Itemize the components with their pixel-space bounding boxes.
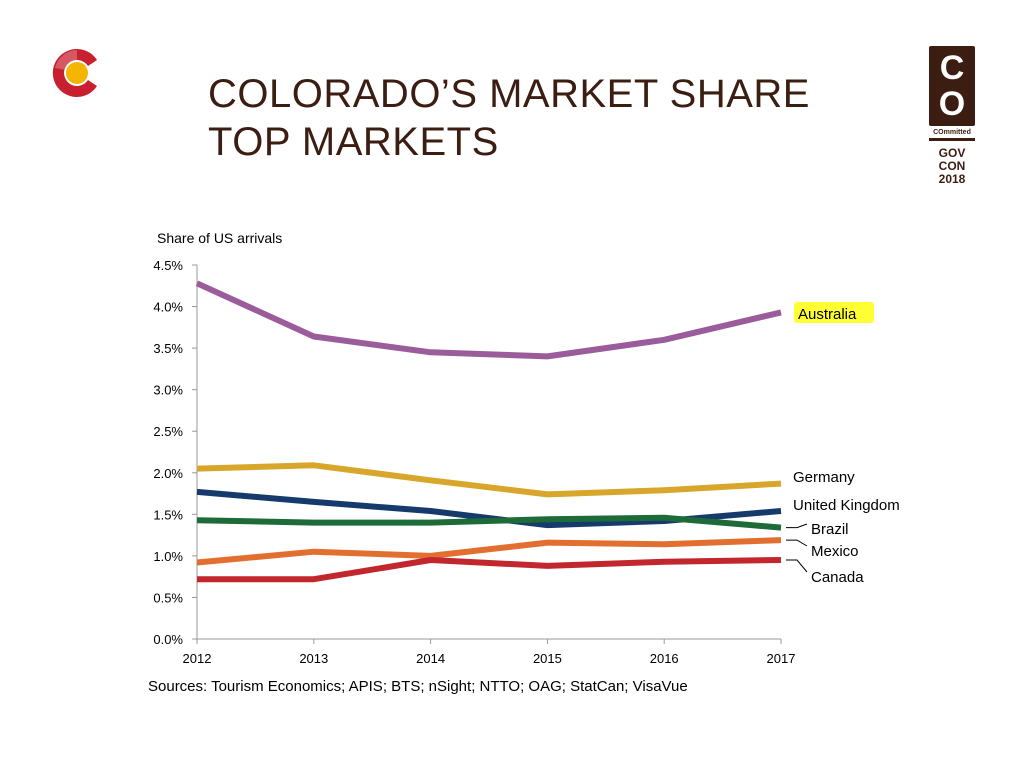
badge-divider bbox=[929, 138, 975, 141]
y-tick-label: 0.0% bbox=[153, 632, 183, 647]
y-tick-label: 4.5% bbox=[153, 258, 183, 273]
page-title: COLORADO’S MARKET SHARE TOP MARKETS bbox=[208, 70, 810, 166]
series-label-mexico: Mexico bbox=[811, 543, 859, 560]
label-highlight-australia bbox=[794, 302, 874, 323]
series-label-australia: Australia bbox=[798, 306, 857, 323]
y-tick-label: 0.5% bbox=[153, 590, 183, 605]
y-tick-label: 2.5% bbox=[153, 424, 183, 439]
y-tick-label: 2.0% bbox=[153, 466, 183, 481]
x-tick-label: 2017 bbox=[767, 651, 796, 666]
series-line-germany bbox=[196, 462, 782, 498]
series-line-canada bbox=[197, 557, 782, 583]
badge-event-name: GOV CON 2018 bbox=[929, 147, 975, 186]
x-axis: 2012 2013 2014 2015 2016 2017 bbox=[183, 638, 796, 666]
leader-line-mexico bbox=[786, 539, 808, 547]
series-line-mexico bbox=[196, 537, 782, 566]
series-lines bbox=[195, 280, 782, 583]
badge-event-line-3: 2018 bbox=[938, 172, 966, 186]
y-tick-label: 3.5% bbox=[153, 341, 183, 356]
series-label-united-kingdom: United Kingdom bbox=[793, 497, 900, 514]
govcon-badge: C O COmmitted GOV CON 2018 bbox=[929, 46, 979, 186]
series-label-canada: Canada bbox=[811, 569, 864, 586]
x-tick-label: 2013 bbox=[299, 651, 328, 666]
series-line-brazil bbox=[196, 514, 782, 531]
title-line-1: COLORADO’S MARKET SHARE bbox=[208, 72, 810, 116]
badge-event-line-1: GOV bbox=[938, 146, 966, 160]
badge-letter-c: C bbox=[939, 49, 965, 87]
y-tick-label: 3.0% bbox=[153, 383, 183, 398]
leader-line-brazil bbox=[786, 523, 808, 529]
x-tick-label: 2014 bbox=[416, 651, 445, 666]
series-labels: Australia Germany United Kingdom Brazil Mexi… bbox=[786, 302, 900, 586]
x-tick-label: 2015 bbox=[533, 651, 562, 666]
title-line-2: TOP MARKETS bbox=[208, 120, 499, 164]
y-tick-label: 1.5% bbox=[153, 507, 183, 522]
colorado-c-logo bbox=[52, 49, 97, 97]
series-label-brazil: Brazil bbox=[811, 521, 849, 538]
x-tick-label: 2012 bbox=[183, 651, 212, 666]
y-axis: 0.0% 0.5% 1.0% 1.5% 2.0% 2.5% 3.0% 3.5% 4.0% 4.5% bbox=[153, 258, 198, 647]
badge-letter-o: O bbox=[938, 85, 966, 123]
chart-source-note: Sources: Tourism Economics; APIS; BTS; n… bbox=[148, 678, 688, 695]
badge-event-line-2: CON bbox=[938, 159, 966, 173]
y-tick-label: 1.0% bbox=[153, 549, 183, 564]
leader-line-canada bbox=[786, 559, 808, 573]
y-tick-label: 4.0% bbox=[153, 300, 183, 315]
x-tick-label: 2016 bbox=[650, 651, 679, 666]
badge-tagline: COmmitted bbox=[933, 129, 971, 136]
co-logo-box: C O bbox=[929, 46, 975, 126]
y-axis-label: Share of US arrivals bbox=[157, 230, 282, 246]
series-label-germany: Germany bbox=[793, 469, 855, 486]
series-line-australia bbox=[195, 280, 782, 360]
